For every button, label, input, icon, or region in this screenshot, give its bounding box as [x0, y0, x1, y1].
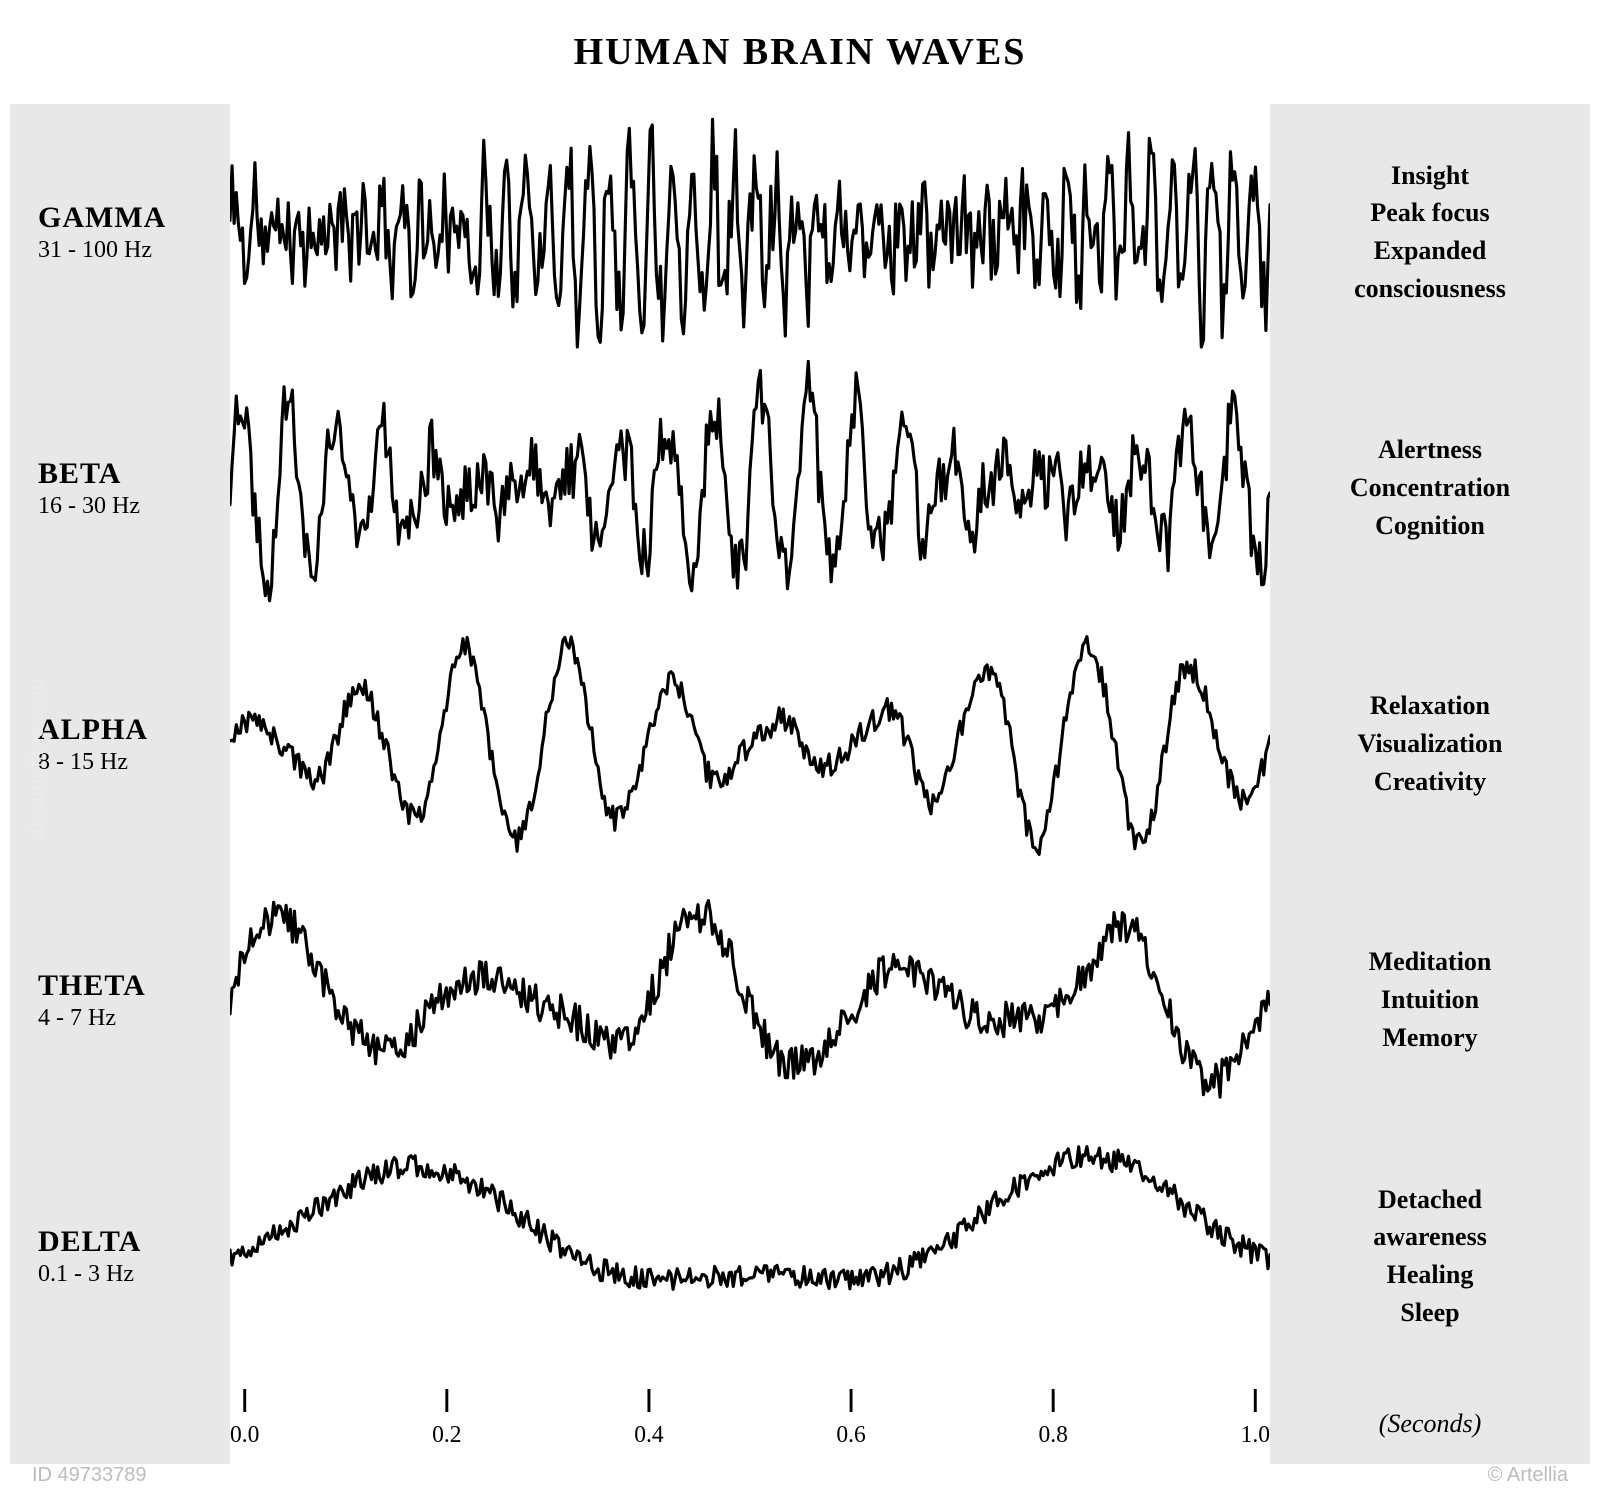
wave-desc-line: Sleep: [1400, 1294, 1459, 1332]
wave-name: ALPHA: [38, 713, 230, 747]
axis-left-spacer: [10, 1384, 230, 1464]
wave-range: 8 - 15 Hz: [38, 749, 230, 776]
wave-desc-line: Detached: [1378, 1181, 1482, 1219]
wave-desc-line: Peak focus: [1370, 194, 1489, 232]
wave-plot-gamma: [230, 104, 1270, 360]
wave-name: BETA: [38, 457, 230, 491]
wave-desc-gamma: InsightPeak focusExpandedconsciousness: [1270, 104, 1590, 360]
wave-range: 16 - 30 Hz: [38, 493, 230, 520]
svg-text:0.6: 0.6: [836, 1422, 866, 1448]
chart-area: GAMMA31 - 100 HzBETA16 - 30 HzALPHA8 - 1…: [10, 104, 1590, 1384]
x-axis-label: (Seconds): [1270, 1384, 1590, 1464]
svg-text:0.8: 0.8: [1038, 1422, 1067, 1448]
wave-label-delta: DELTA0.1 - 3 Hz: [10, 1128, 230, 1384]
wave-desc-line: Healing: [1387, 1256, 1474, 1294]
diagram-container: HUMAN BRAIN WAVES GAMMA31 - 100 HzBETA16…: [0, 0, 1600, 1497]
wave-desc-line: Concentration: [1350, 469, 1510, 507]
wave-desc-line: Expanded: [1374, 232, 1487, 270]
wave-name: THETA: [38, 969, 230, 1003]
wave-desc-line: consciousness: [1354, 270, 1506, 308]
diagram-title: HUMAN BRAIN WAVES: [10, 30, 1590, 74]
wave-desc-line: Visualization: [1358, 725, 1503, 763]
wave-desc-line: Relaxation: [1370, 687, 1490, 725]
wave-range: 4 - 7 Hz: [38, 1005, 230, 1032]
x-axis-row: 0.0 0.2 0.4 0.6 0.8 1.0 (Seconds): [10, 1384, 1590, 1464]
svg-text:0.4: 0.4: [634, 1422, 664, 1448]
wave-range: 31 - 100 Hz: [38, 237, 230, 264]
wave-desc-theta: MeditationIntuitionMemory: [1270, 872, 1590, 1128]
wave-desc-alpha: RelaxationVisualizationCreativity: [1270, 616, 1590, 872]
wave-desc-line: Creativity: [1374, 763, 1486, 801]
wave-desc-line: Insight: [1391, 157, 1469, 195]
svg-text:0.2: 0.2: [432, 1422, 461, 1448]
wave-desc-line: awareness: [1373, 1218, 1487, 1256]
wave-desc-line: Intuition: [1381, 981, 1479, 1019]
wave-name: DELTA: [38, 1225, 230, 1259]
watermark-author: © Artellia: [1488, 1464, 1568, 1487]
footer-watermark: ID 49733789 © Artellia: [0, 1464, 1600, 1487]
wave-plot-beta: [230, 360, 1270, 616]
x-axis: 0.0 0.2 0.4 0.6 0.8 1.0: [230, 1384, 1270, 1464]
wave-desc-line: Memory: [1382, 1019, 1477, 1057]
wave-label-beta: BETA16 - 30 Hz: [10, 360, 230, 616]
wave-label-theta: THETA4 - 7 Hz: [10, 872, 230, 1128]
right-descriptions-column: InsightPeak focusExpandedconsciousnessAl…: [1270, 104, 1590, 1384]
waveforms-column: [230, 104, 1270, 1384]
wave-plot-alpha: [230, 616, 1270, 872]
wave-plot-theta: [230, 872, 1270, 1128]
wave-desc-line: Alertness: [1378, 431, 1482, 469]
wave-name: GAMMA: [38, 201, 230, 235]
wave-range: 0.1 - 3 Hz: [38, 1261, 230, 1288]
watermark-id: ID 49733789: [32, 1464, 147, 1487]
wave-desc-line: Cognition: [1375, 507, 1485, 545]
wave-desc-line: Meditation: [1369, 943, 1492, 981]
watermark-text-left: dreamstime.com: [26, 678, 49, 840]
wave-desc-delta: DetachedawarenessHealingSleep: [1270, 1128, 1590, 1384]
wave-plot-delta: [230, 1128, 1270, 1384]
svg-text:1.0: 1.0: [1241, 1422, 1270, 1448]
wave-label-gamma: GAMMA31 - 100 Hz: [10, 104, 230, 360]
svg-text:0.0: 0.0: [230, 1422, 259, 1448]
wave-desc-beta: AlertnessConcentrationCognition: [1270, 360, 1590, 616]
